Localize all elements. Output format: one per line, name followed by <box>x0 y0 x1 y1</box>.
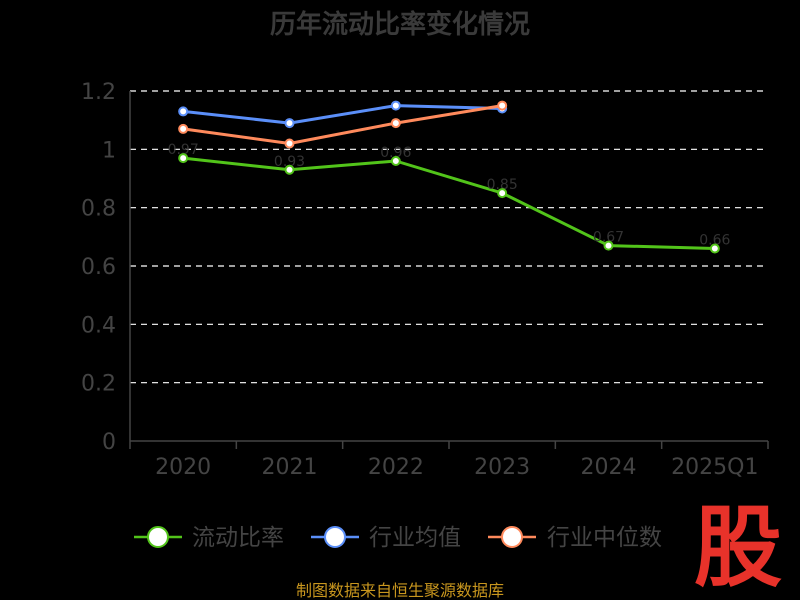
data-point <box>497 188 508 199</box>
legend-swatch-marker <box>501 526 523 548</box>
data-point <box>497 100 508 111</box>
data-label: 0.97 <box>168 142 199 158</box>
grid <box>130 90 768 384</box>
data-point <box>178 106 189 117</box>
data-label: 0.93 <box>274 154 305 170</box>
legend-label: 流动比率 <box>192 525 284 551</box>
x-tick-label: 2025Q1 <box>671 455 758 480</box>
x-tick-label: 2023 <box>474 455 530 480</box>
data-point <box>390 156 401 166</box>
legend: 流动比率 行业均值 行业中位数 <box>134 525 662 551</box>
y-tick-label: 0.8 <box>81 197 116 222</box>
y-tick-label: 0.6 <box>81 255 116 280</box>
series-line <box>182 104 503 145</box>
watermark-logo: 股 <box>694 496 782 599</box>
series-1 <box>178 100 508 129</box>
series-lines: 0.97 0.93 0.96 0.85 0.67 0.66 <box>168 100 731 254</box>
legend-item[interactable]: 行业中位数 <box>488 525 662 551</box>
x-tick-label: 2021 <box>262 455 318 480</box>
y-tick-label: 0 <box>102 430 116 455</box>
series-line <box>183 156 715 250</box>
series-0: 0.97 0.93 0.96 0.85 0.67 0.66 <box>168 142 731 254</box>
axes: 0 0.2 0.4 0.6 0.8 1 1.2 2020 2021 2022 2023 2024 202… <box>81 80 769 480</box>
series-line <box>183 104 503 125</box>
data-point <box>284 118 295 129</box>
chart-title: 历年流动比率变化情况 <box>270 9 530 40</box>
legend-swatch-marker <box>147 526 169 548</box>
data-label: 0.66 <box>699 233 730 249</box>
x-tick-label: 2020 <box>155 455 211 480</box>
data-point <box>284 138 295 149</box>
data-point <box>390 118 401 129</box>
data-label: 0.96 <box>380 145 411 161</box>
data-point <box>709 243 720 254</box>
y-tick-label: 0.2 <box>81 372 116 397</box>
legend-label: 行业中位数 <box>547 525 662 551</box>
x-tick-label: 2024 <box>581 455 637 480</box>
source-note: 制图数据来自恒生聚源数据库 <box>296 581 504 600</box>
legend-label: 行业均值 <box>369 525 461 551</box>
data-point <box>178 153 189 164</box>
legend-item[interactable]: 流动比率 <box>134 525 284 551</box>
legend-swatch-marker <box>324 526 346 548</box>
data-point <box>390 100 401 111</box>
x-tick-label: 2022 <box>368 455 424 480</box>
series-2 <box>178 100 508 149</box>
y-tick-label: 0.4 <box>81 313 116 338</box>
data-label: 0.85 <box>487 177 518 193</box>
data-label: 0.67 <box>593 230 624 246</box>
data-point <box>603 240 614 251</box>
data-point <box>178 123 189 134</box>
legend-item[interactable]: 行业均值 <box>311 525 461 551</box>
y-tick-label: 1 <box>102 138 116 163</box>
data-point <box>284 164 295 175</box>
y-tick-label: 1.2 <box>81 80 116 105</box>
